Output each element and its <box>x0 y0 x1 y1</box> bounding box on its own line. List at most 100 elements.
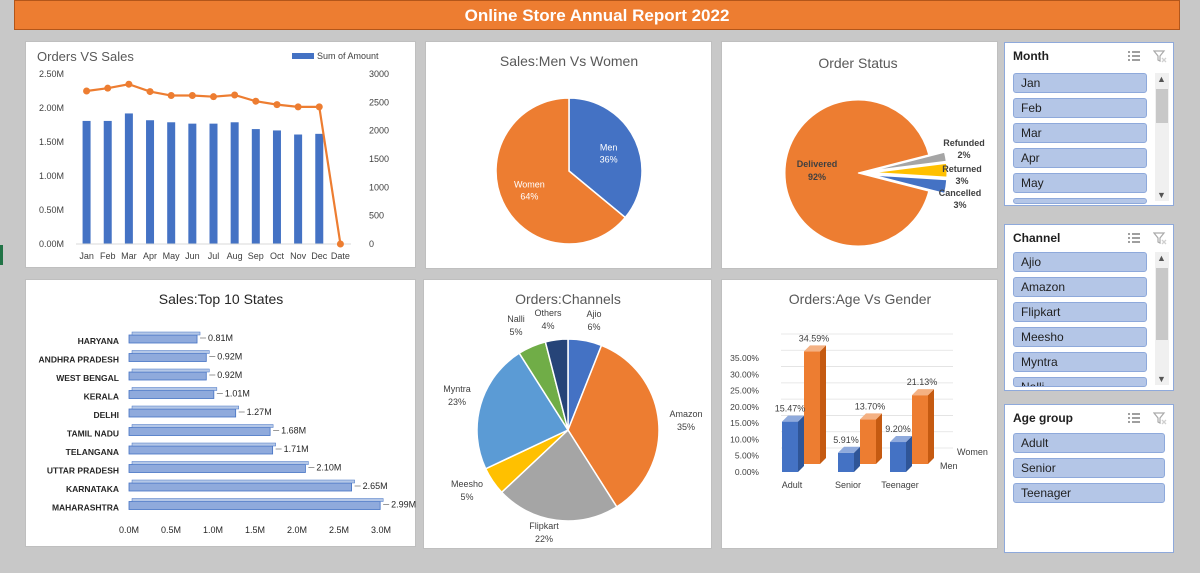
age-item-senior[interactable]: Senior <box>1013 458 1165 478</box>
month-item-jan[interactable]: Jan <box>1013 73 1147 93</box>
pie-slice <box>544 338 569 431</box>
y2-tick-label: 1500 <box>369 154 389 164</box>
value-label: 1.68M <box>281 426 306 436</box>
men-bar <box>890 442 906 472</box>
orders-point <box>315 103 323 111</box>
top-states-chart[interactable]: Sales:Top 10 States HARYANA 0.81M ANDHRA PR… <box>25 279 416 547</box>
men-value-label: 5.91% <box>833 435 859 445</box>
scroll-thumb[interactable] <box>1156 268 1168 340</box>
category-label: ANDHRA PRADESH <box>39 355 119 365</box>
category-label: TAMIL NADU <box>67 429 119 439</box>
orders-point <box>336 240 344 248</box>
pie-slice <box>873 174 948 194</box>
state-bar <box>128 371 207 381</box>
channel-item-myntra[interactable]: Myntra <box>1013 352 1147 372</box>
x-tick-label: Sep <box>248 251 264 261</box>
state-bar <box>128 408 237 418</box>
clear-filter-icon[interactable] <box>1153 49 1167 63</box>
x-tick-label: Feb <box>100 251 116 261</box>
women-bar-side <box>928 389 934 464</box>
slice-value-label: 2% <box>957 150 970 160</box>
state-bar-top <box>131 479 355 484</box>
sales-bar <box>146 120 155 244</box>
state-bar <box>128 445 274 455</box>
channel-item-flipkart[interactable]: Flipkart <box>1013 302 1147 322</box>
y2-tick-label: 1000 <box>369 182 389 192</box>
state-bar-top <box>131 424 274 428</box>
scroll-up-icon[interactable]: ▲ <box>1157 74 1166 84</box>
sales-bar <box>251 129 260 244</box>
slice-value-label: 5% <box>460 492 473 502</box>
month-item-mar[interactable]: Mar <box>1013 123 1147 143</box>
channel-item-nalli[interactable]: Nalli <box>1013 377 1147 387</box>
slice-label: Flipkart <box>529 521 559 531</box>
women-value-label: 34.59% <box>799 333 830 343</box>
x-tick-label: 2.0M <box>287 525 307 535</box>
orders-point <box>188 92 196 100</box>
channels-chart[interactable]: Orders:Channels Ajio 6% Amazon 35% Flipkart 22… <box>423 279 712 549</box>
chart-title: Orders:Channels <box>515 291 621 307</box>
value-label: 1.01M <box>225 389 250 399</box>
order-status-chart[interactable]: Order Status Delivered 92% Refunded 2% Return… <box>721 41 998 269</box>
x-tick-label: Aug <box>227 251 243 261</box>
men-bar-side <box>854 446 860 472</box>
x-tick-label: 0.0M <box>119 525 139 535</box>
orders-point <box>231 91 239 99</box>
x-tick-label: Jun <box>185 251 200 261</box>
clear-filter-icon[interactable] <box>1153 231 1167 245</box>
order-status-svg: Order Status Delivered 92% Refunded 2% Return… <box>784 55 985 247</box>
scroll-down-icon[interactable]: ▼ <box>1157 190 1166 200</box>
x-tick-label: Dec <box>311 251 328 261</box>
slice-label: Returned <box>942 164 982 174</box>
category-label: WEST BENGAL <box>56 373 119 383</box>
age-group-slicer[interactable]: Age group Adult Senior Teenager <box>1004 404 1174 553</box>
women-bar-side <box>876 413 882 464</box>
value-label: 0.81M <box>208 333 233 343</box>
slice-value-label: 64% <box>520 192 538 202</box>
scroll-thumb[interactable] <box>1156 89 1168 123</box>
slice-label: Nalli <box>507 314 525 324</box>
age-gender-chart[interactable]: Orders:Age Vs Gender 35.00% 30.00% 25.00% 20… <box>721 279 998 549</box>
slice-value-label: 36% <box>600 154 618 164</box>
women-bar <box>912 395 928 464</box>
orders-vs-sales-chart[interactable]: Orders VS Sales Sum of Amount 2.50M 2.00M 1.… <box>25 41 416 268</box>
orders-point <box>252 97 260 105</box>
age-item-adult[interactable]: Adult <box>1013 433 1165 453</box>
sales-bar <box>272 130 281 244</box>
month-item-apr[interactable]: Apr <box>1013 148 1147 168</box>
month-item-may[interactable]: May <box>1013 173 1147 193</box>
x-tick-label: Jan <box>79 251 94 261</box>
slice-label: Delivered <box>797 159 838 169</box>
multi-select-icon[interactable] <box>1127 231 1141 245</box>
month-scrollbar[interactable]: ▲ ▼ <box>1155 73 1169 201</box>
month-item-feb[interactable]: Feb <box>1013 98 1147 118</box>
scroll-up-icon[interactable]: ▲ <box>1157 253 1166 263</box>
x-tick-label: Senior <box>835 480 861 490</box>
pie-slice <box>476 352 570 470</box>
x-tick-label: 1.0M <box>203 525 223 535</box>
clear-filter-icon[interactable] <box>1153 411 1167 425</box>
chart-title: Order Status <box>818 55 897 71</box>
y-tick-label: 0.50M <box>39 205 64 215</box>
scroll-down-icon[interactable]: ▼ <box>1157 374 1166 384</box>
sales-bar <box>315 133 324 244</box>
age-item-teenager[interactable]: Teenager <box>1013 483 1165 503</box>
men-vs-women-chart[interactable]: Sales:Men Vs Women Men 36% Women 64% <box>425 41 712 269</box>
channel-item-ajio[interactable]: Ajio <box>1013 252 1147 272</box>
channel-item-amazon[interactable]: Amazon <box>1013 277 1147 297</box>
channel-scrollbar[interactable]: ▲ ▼ <box>1155 252 1169 385</box>
orders-vs-sales-svg: Orders VS Sales Sum of Amount 2.50M 2.00M 1.… <box>37 49 389 261</box>
month-slicer[interactable]: Month Jan Feb Mar Apr May ▲ ▼ <box>1004 42 1174 206</box>
multi-select-icon[interactable] <box>1127 49 1141 63</box>
series-label-women: Women <box>957 447 988 457</box>
sales-bar <box>188 123 197 244</box>
channel-item-meesho[interactable]: Meesho <box>1013 327 1147 347</box>
y2-tick-label: 3000 <box>369 69 389 79</box>
x-tick-label: Date <box>331 251 350 261</box>
channel-slicer[interactable]: Channel Ajio Amazon Flipkart Meesho Mynt… <box>1004 224 1174 391</box>
pie-slice <box>567 344 660 508</box>
multi-select-icon[interactable] <box>1127 411 1141 425</box>
channel-slicer-title: Channel <box>1013 231 1061 245</box>
slice-label: Cancelled <box>939 188 982 198</box>
category-label: UTTAR PRADESH <box>47 466 119 476</box>
